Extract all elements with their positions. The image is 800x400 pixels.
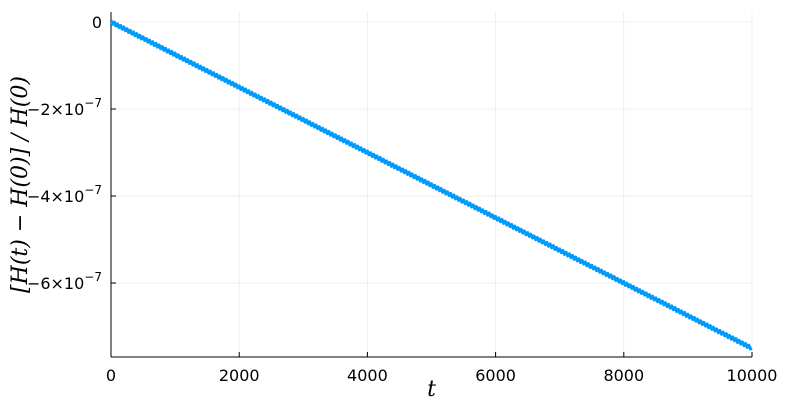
y-tick-label: −4×10−7 [27,183,102,206]
x-axis-label: t [427,377,436,400]
y-axis-label: [H(t) − H(0)] / H(0) [8,76,33,293]
x-tick-label: 0 [106,366,116,385]
y-tick-label: 0 [92,13,102,32]
x-tick-label: 4000 [347,366,388,385]
y-tick-label: −6×10−7 [27,270,102,293]
x-tick-label: 2000 [219,366,260,385]
x-tick-label: 6000 [475,366,516,385]
x-tick-label: 8000 [603,366,644,385]
y-tick-label: −2×10−7 [27,96,102,119]
series-line [109,19,753,351]
x-tick-label: 10000 [727,366,778,385]
